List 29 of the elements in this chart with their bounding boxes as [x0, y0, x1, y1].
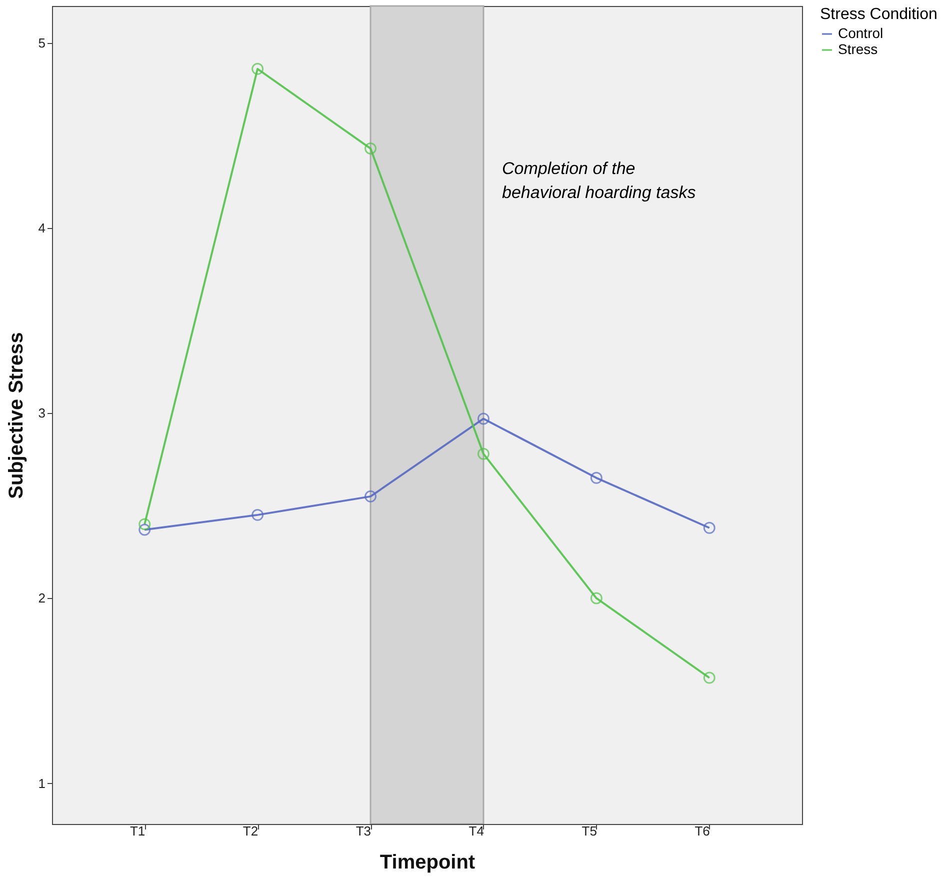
point: [252, 62, 264, 75]
x-tick-label: T1: [130, 824, 146, 838]
point: [138, 524, 151, 536]
x-tick-label: T3: [356, 824, 372, 838]
y-tick-label: 4: [38, 220, 46, 236]
point: [252, 508, 264, 521]
x-tick-label: T5: [582, 824, 597, 838]
point: [703, 672, 716, 684]
point: [364, 490, 377, 502]
point: [138, 518, 151, 530]
legend-label: Control: [838, 25, 884, 41]
annotation: Completion of the behavioral hoarding tasks: [502, 159, 696, 202]
point: [590, 592, 602, 604]
y-tick-label: 2: [38, 590, 46, 606]
y-axis-title: Subjective Stress: [5, 332, 28, 499]
point: [477, 412, 490, 425]
point: [590, 472, 602, 484]
y-tick-label: 3: [38, 406, 46, 421]
x-tick-label: T2: [242, 824, 258, 838]
legend-title: Stress Condition: [820, 6, 938, 23]
x-tick-label: T4: [468, 824, 484, 838]
x-axis-title: Timepoint: [380, 852, 476, 874]
point: [364, 142, 377, 154]
x-tick-label: T6: [694, 824, 710, 838]
legend-label: Stress: [838, 41, 878, 57]
y-tick-label: 5: [38, 36, 46, 51]
point: [703, 522, 716, 534]
y-tick-label: 1: [38, 776, 46, 791]
point: [477, 448, 490, 460]
